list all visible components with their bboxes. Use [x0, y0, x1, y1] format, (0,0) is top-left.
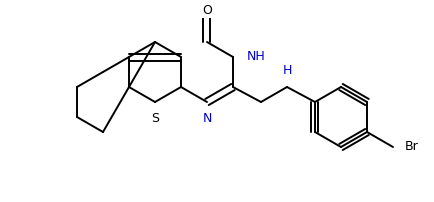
Text: H: H: [282, 64, 291, 77]
Text: NH: NH: [247, 50, 265, 63]
Text: Br: Br: [404, 141, 418, 154]
Text: N: N: [202, 112, 211, 125]
Text: O: O: [202, 3, 211, 17]
Text: S: S: [151, 112, 159, 125]
